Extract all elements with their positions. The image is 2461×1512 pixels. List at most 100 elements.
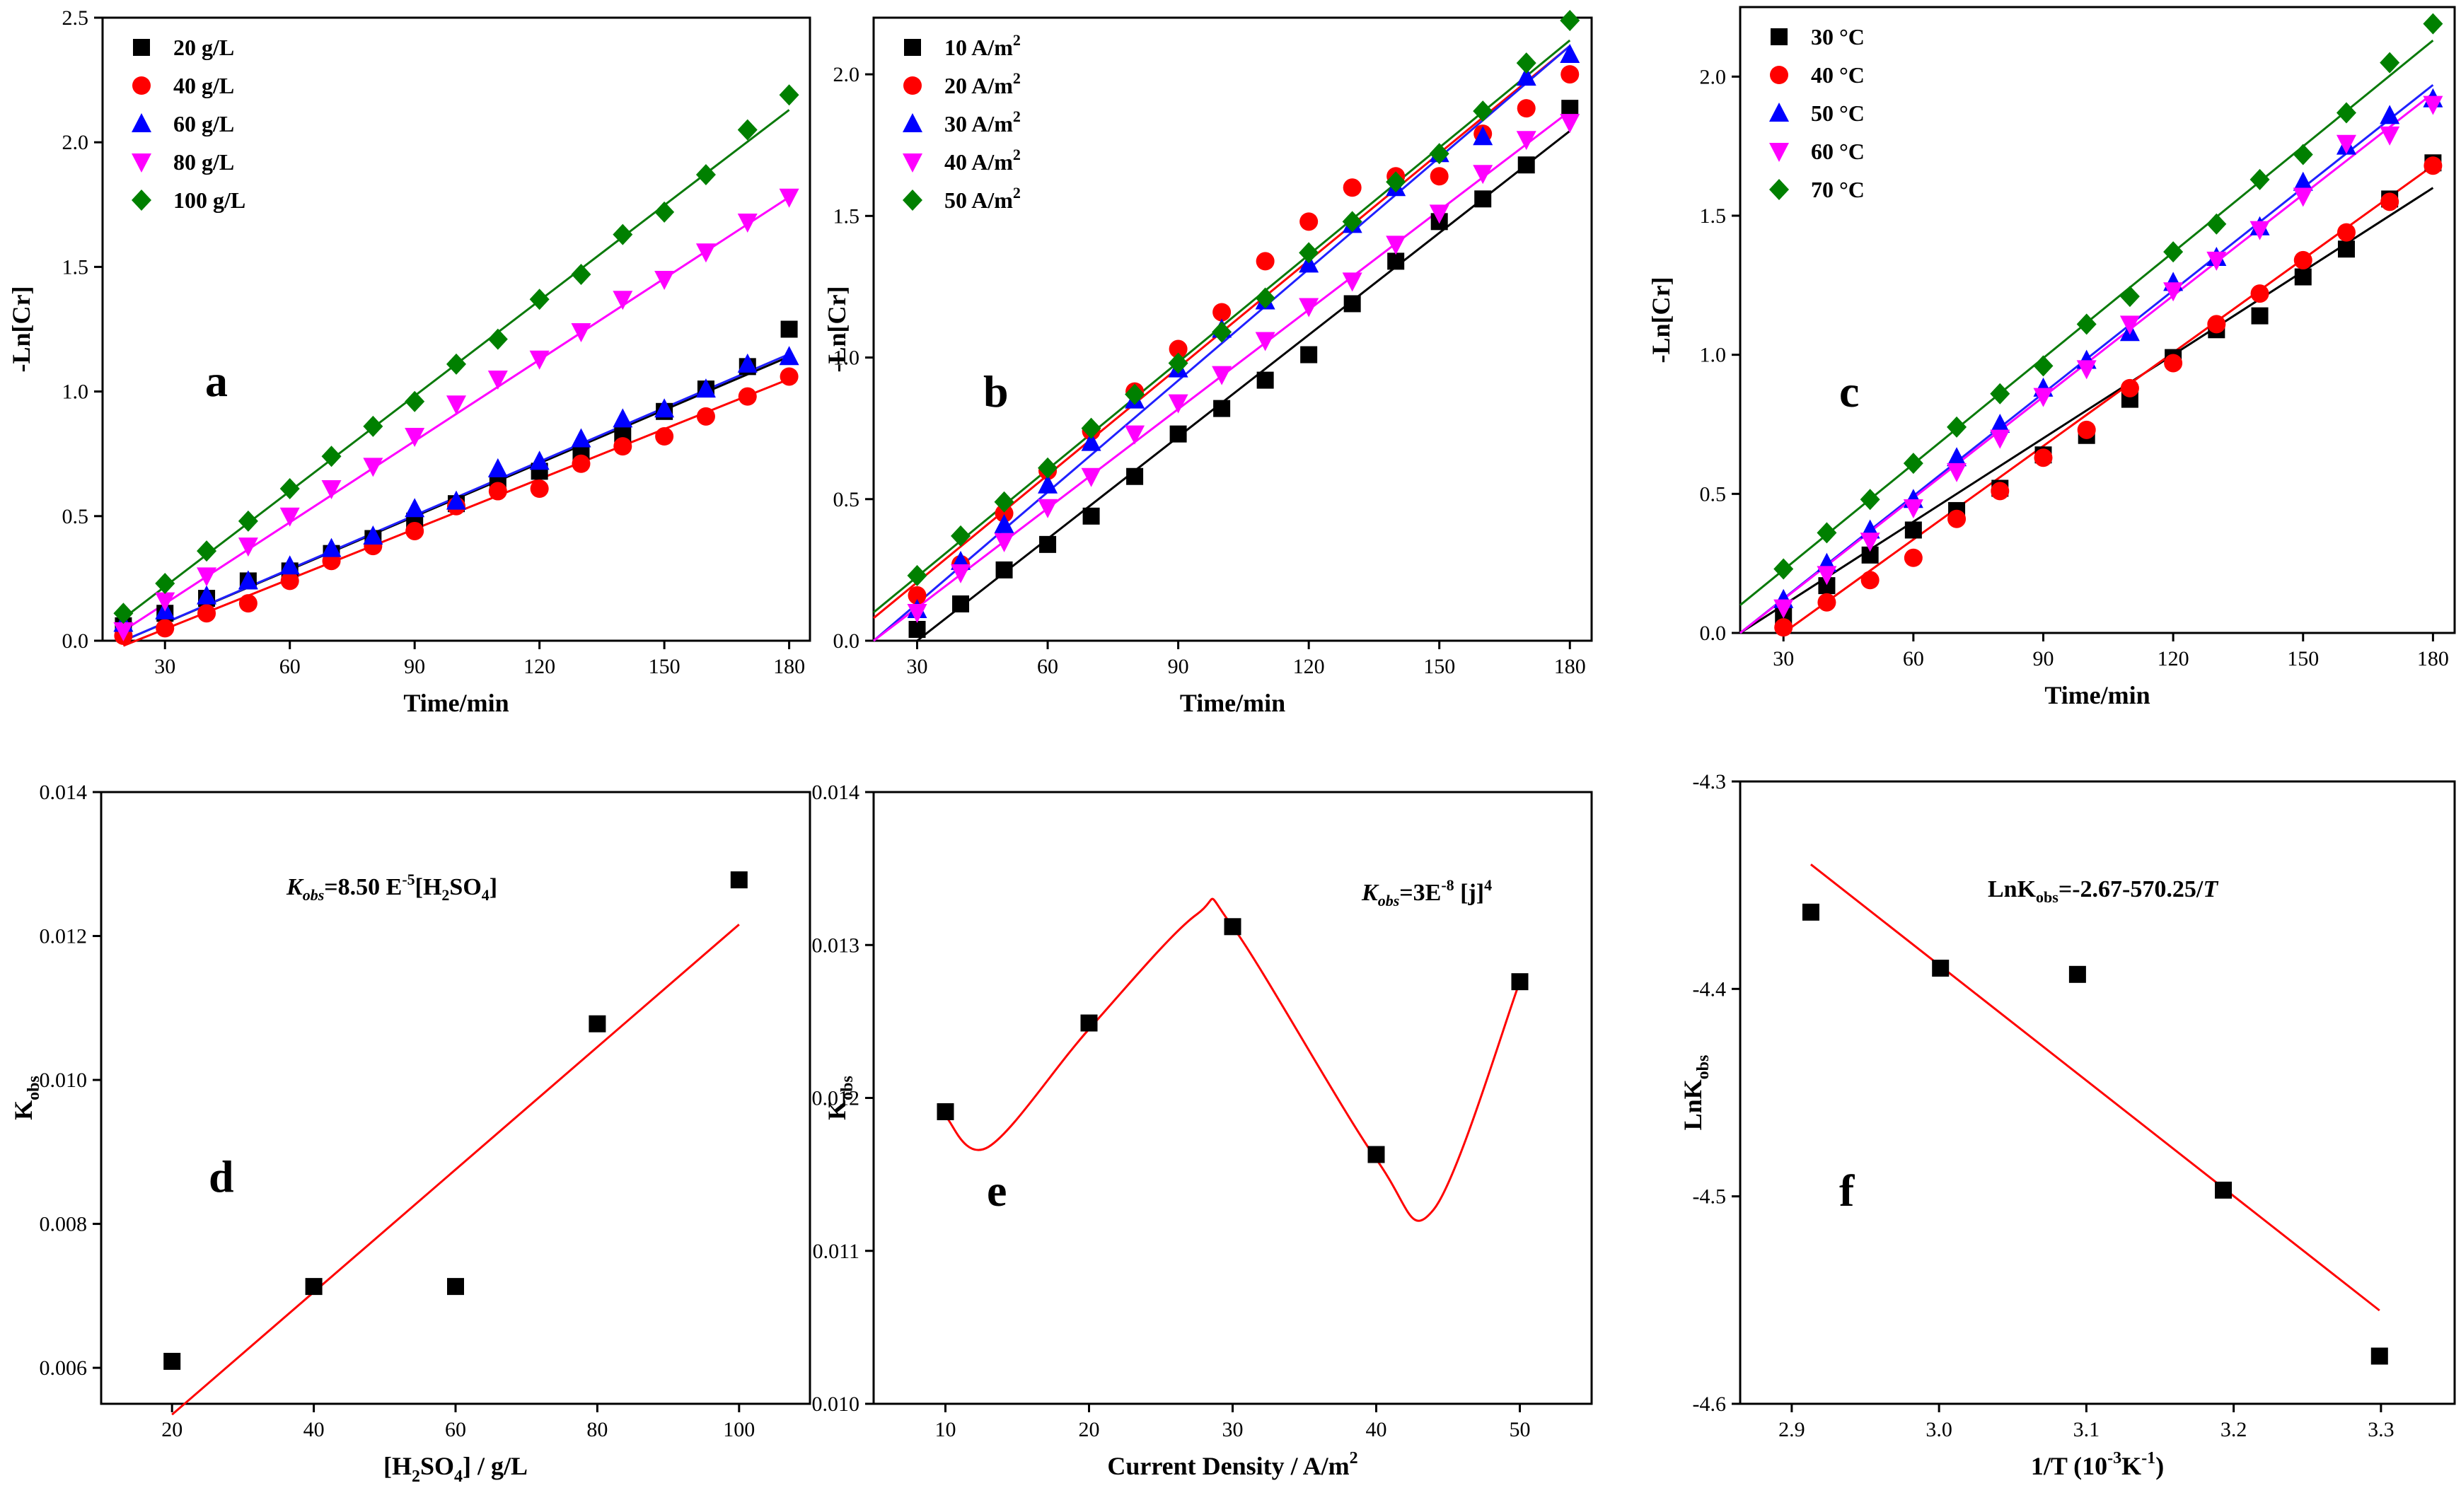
data-point-c-s3 xyxy=(2423,95,2443,115)
data-point-c-s1 xyxy=(1947,509,1967,528)
data-point-a-s4 xyxy=(779,84,799,106)
x-tick-label-f: 3.2 xyxy=(2220,1418,2247,1441)
data-point-c-s3 xyxy=(1990,429,2010,449)
data-point-a-s1 xyxy=(696,407,715,426)
data-point-a-s2 xyxy=(487,458,508,477)
plot-frame-c xyxy=(1739,6,2456,634)
data-point-a-s3 xyxy=(737,213,758,233)
data-point-c-s0 xyxy=(2294,268,2312,286)
data-point-c-s4 xyxy=(2033,355,2054,377)
data-point-a-s3 xyxy=(654,271,675,291)
data-point-a-s2 xyxy=(363,525,383,545)
data-point-a-s2 xyxy=(238,570,258,590)
data-point-b-s0 xyxy=(1256,371,1274,389)
data-point-a-s4 xyxy=(405,390,425,412)
data-point-c-s1 xyxy=(2380,192,2399,211)
data-point-f-s0 xyxy=(1932,960,1950,977)
data-point-c-s4 xyxy=(1990,383,2010,405)
data-point-b-s4 xyxy=(1473,100,1493,122)
data-point-b-s1 xyxy=(908,586,927,605)
data-point-c-s3 xyxy=(1903,499,1923,518)
data-point-b-s1 xyxy=(1343,178,1362,197)
data-point-c-s4 xyxy=(2423,13,2443,35)
data-point-b-s3 xyxy=(1081,467,1101,487)
data-point-b-s2 xyxy=(994,513,1014,533)
data-point-a-s3 xyxy=(446,395,466,415)
y-tick-label-a: 2.0 xyxy=(62,131,89,154)
legend-marker-a-1 xyxy=(132,76,151,95)
y-tick-label-e: 0.012 xyxy=(812,1087,860,1110)
data-point-c-s4 xyxy=(2293,144,2313,165)
legend-label-c-4: 70 °C xyxy=(1811,177,1865,202)
data-point-b-s0 xyxy=(1082,507,1100,525)
x-tick-label-a: 90 xyxy=(404,655,425,678)
x-axis-label-c: Time/min xyxy=(2044,681,2150,709)
data-point-a-s4 xyxy=(695,164,716,186)
data-point-b-s4 xyxy=(1125,383,1145,405)
panel-letter-c: c xyxy=(1839,366,1859,417)
data-point-b-s0 xyxy=(1300,346,1318,364)
x-tick-label-c: 30 xyxy=(1773,647,1794,670)
y-tick-label-c: 1.0 xyxy=(1700,344,1727,367)
data-point-b-s2 xyxy=(1516,66,1536,86)
data-point-a-s2 xyxy=(654,398,675,418)
eq-e-rhs1: =3E xyxy=(1399,880,1441,906)
data-point-b-s3 xyxy=(1212,366,1232,385)
x-tick-label-b: 90 xyxy=(1168,655,1189,678)
legend-marker-a-2 xyxy=(132,113,151,132)
legend-label-b-2: 30 A/m2 xyxy=(944,107,1021,136)
eq-e-sup: -8 xyxy=(1441,876,1454,894)
legend-label-a-2: 60 g/L xyxy=(173,111,234,136)
y-tick-label-f: -4.5 xyxy=(1693,1185,1727,1209)
legend-marker-b-4 xyxy=(903,190,922,211)
legend-label-c-3: 60 °C xyxy=(1811,139,1865,164)
y-tick-label-a: 1.0 xyxy=(62,380,89,404)
x-axis-label-d: [H2SO4] / g/L xyxy=(383,1452,528,1486)
x-axis-label-e-part: 2 xyxy=(1350,1449,1358,1467)
eq-e-sup2: 4 xyxy=(1484,876,1492,894)
data-point-b-s4 xyxy=(951,525,971,547)
data-point-a-s3 xyxy=(613,291,633,310)
data-point-b-s4 xyxy=(1386,171,1406,193)
legend-marker-a-3 xyxy=(132,153,151,173)
legend-label-c-1: 40 °C xyxy=(1811,62,1865,88)
data-point-b-s1 xyxy=(1256,252,1275,271)
data-point-b-s1 xyxy=(995,504,1014,523)
legend-label-sup: 2 xyxy=(1013,107,1021,125)
data-point-a-s3 xyxy=(279,507,300,527)
plot-frame-b xyxy=(872,16,1593,642)
y-tick-label-e: 0.013 xyxy=(812,934,860,957)
data-point-a-s1 xyxy=(530,479,549,499)
y-axis-label-f-part: obs xyxy=(1694,1055,1713,1080)
x-axis-label-d-part: 4 xyxy=(454,1467,463,1486)
data-point-b-s2 xyxy=(1038,474,1058,494)
data-point-b-s4 xyxy=(1516,52,1536,74)
eq-e-sub: obs xyxy=(1378,892,1400,909)
data-point-a-s2 xyxy=(571,428,591,448)
legend-marker-c-4 xyxy=(1769,179,1789,200)
data-point-c-s4 xyxy=(1773,558,1794,580)
panel-a: 30 60 90 120 150 180 0.0 0.5 1.0 1.5 2.0 2.5 Time/mi… xyxy=(7,6,811,717)
data-point-b-s3 xyxy=(1038,499,1058,518)
panel-letter-b: b xyxy=(983,366,1009,417)
data-point-f-s0 xyxy=(2215,1181,2233,1199)
x-tick-label-e: 10 xyxy=(935,1418,956,1441)
data-point-f-s0 xyxy=(1802,903,1819,921)
y-axis-label-b: -Ln[Cr] xyxy=(823,286,851,373)
legend-marker-b-2 xyxy=(903,113,922,132)
plot-frame-a xyxy=(101,16,811,642)
fit-line-d xyxy=(171,924,740,1416)
fit-line-c-0 xyxy=(1739,187,2434,634)
equation-d: Kobs=8.50 E-5[H2SO4] xyxy=(286,871,497,904)
legend-marker-b-1 xyxy=(903,76,922,95)
legend-label-part: 50 A/m xyxy=(944,187,1013,213)
data-point-a-s2 xyxy=(737,353,758,373)
data-point-d-s0 xyxy=(730,871,748,889)
eq-f-sub: obs xyxy=(2036,888,2058,906)
y-tick-label-d: 0.010 xyxy=(40,1069,88,1092)
legend-label-sup: 2 xyxy=(1013,69,1021,87)
data-point-c-s3 xyxy=(2076,360,2097,380)
data-point-c-s4 xyxy=(1903,453,1923,475)
data-point-c-s1 xyxy=(2077,420,2096,439)
data-point-b-s0 xyxy=(995,561,1013,578)
